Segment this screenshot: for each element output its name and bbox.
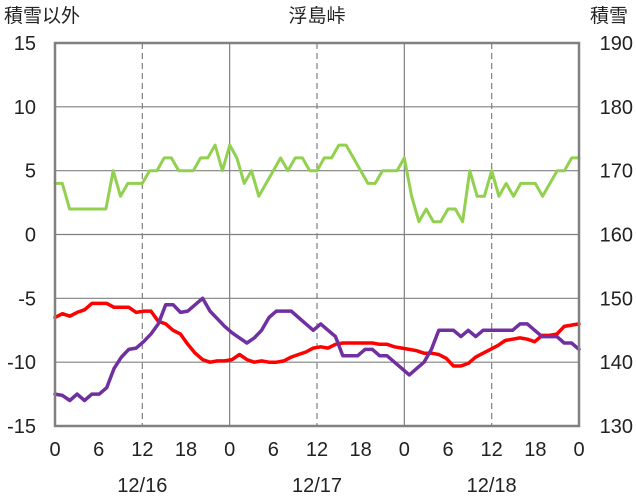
x-hour-label: 12: [131, 439, 153, 461]
x-hour-label: 18: [350, 439, 372, 461]
x-date-label: 12/16: [117, 475, 167, 497]
x-hour-label: 6: [268, 439, 279, 461]
x-hour-label: 0: [399, 439, 410, 461]
x-date-label: 12/17: [292, 475, 342, 497]
series-line: [53, 143, 581, 224]
series-line: [53, 301, 581, 368]
x-hour-label: 6: [442, 439, 453, 461]
x-date-labels: 12/16 12/17 12/18: [117, 475, 516, 497]
right-tick-label: 130: [600, 416, 633, 438]
chart-title: 浮島峠: [288, 5, 345, 27]
right-tick-label: 160: [600, 225, 633, 247]
x-hour-label: 18: [175, 439, 197, 461]
left-tick-label: 0: [25, 225, 36, 247]
x-hour-label: 12: [481, 439, 503, 461]
right-axis-title: 積雪: [590, 5, 628, 27]
right-tick-label: 180: [600, 97, 633, 119]
left-tick-label: -5: [18, 288, 36, 310]
plot-frame: [53, 41, 581, 428]
right-tick-label: 190: [600, 33, 633, 55]
left-tick-label: -15: [7, 416, 36, 438]
x-hour-label: 0: [49, 439, 60, 461]
grid: [55, 43, 579, 426]
x-hour-label: 0: [224, 439, 235, 461]
left-tick-label: 15: [14, 33, 36, 55]
right-tick-label: 170: [600, 161, 633, 183]
left-axis-title: 積雪以外: [4, 5, 80, 27]
x-hour-label: 18: [524, 439, 546, 461]
series-line: [53, 296, 581, 403]
left-y-ticks: 15 10 5 0 -5 -10 -15: [7, 33, 36, 438]
x-date-label: 12/18: [467, 475, 517, 497]
left-tick-label: -10: [7, 352, 36, 374]
series-lines: [53, 143, 581, 403]
right-tick-label: 150: [600, 288, 633, 310]
left-tick-label: 10: [14, 97, 36, 119]
x-hour-ticks: 0 6 12 18 0 6 12 18 0 6 12 18 0: [49, 439, 584, 461]
right-tick-label: 140: [600, 352, 633, 374]
right-y-ticks: 190 180 170 160 150 140 130: [600, 33, 633, 438]
left-tick-label: 5: [25, 161, 36, 183]
x-hour-label: 0: [573, 439, 584, 461]
x-hour-label: 6: [93, 439, 104, 461]
x-hour-label: 12: [306, 439, 328, 461]
